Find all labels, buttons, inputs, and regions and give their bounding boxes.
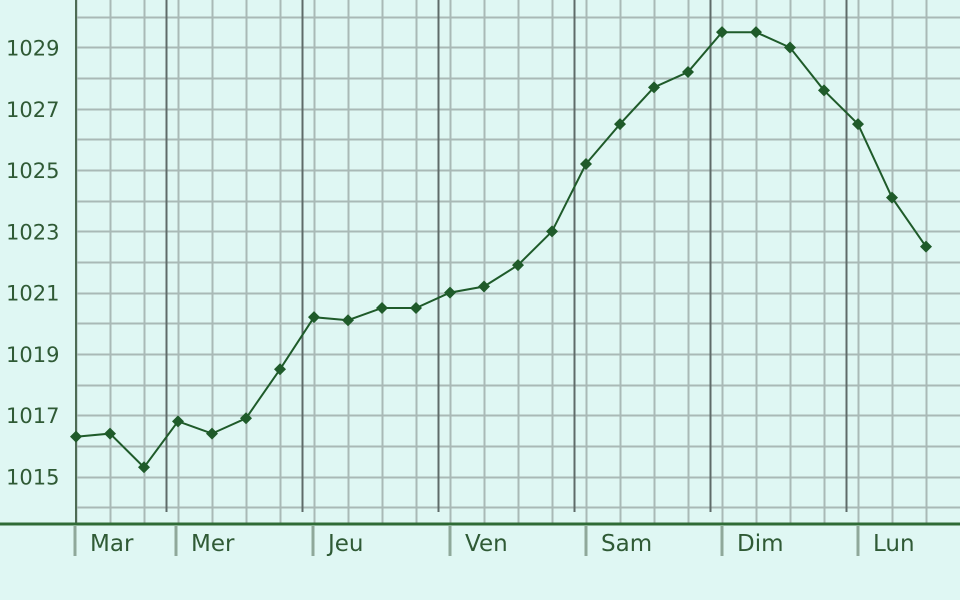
series-line [75,31,927,469]
data-point-marker [818,84,830,97]
data-point-marker [716,26,728,39]
y-tick-label: 1017 [6,404,59,428]
y-tick-label: 1021 [6,282,59,306]
data-point-marker [104,427,116,440]
data-point-marker [546,225,558,238]
y-tick-label: 1025 [6,159,59,183]
pressure-series [70,26,932,474]
data-point-marker [682,66,694,79]
y-tick-label: 1029 [6,36,59,60]
data-point-marker [750,26,762,39]
y-tick-label: 1023 [6,220,59,244]
x-tick-label: Lun [873,531,915,557]
data-point-marker [376,301,388,314]
data-point-marker [206,427,218,440]
data-point-marker [784,41,796,54]
y-tick-label: 1027 [6,98,59,122]
y-tick-labels: 1015 1017 1019 1021 1023 1025 1027 1029 [6,36,59,489]
x-tick-label: Dim [737,531,784,557]
data-point-marker [478,280,490,293]
data-point-marker [852,118,864,131]
x-tick-label: Ven [465,531,508,557]
day-separator-gridlines [165,0,848,512]
data-point-marker [920,240,932,253]
x-tick-labels: Mar Mer Jeu Ven Sam Dim Lun [73,526,915,557]
x-tick-label: Mer [191,531,235,557]
data-point-marker [648,81,660,94]
data-point-marker [274,363,286,376]
y-tick-label: 1015 [6,466,59,490]
series-markers [70,26,932,474]
x-tick-label: Sam [601,531,652,557]
data-point-marker [342,314,354,327]
data-point-marker [512,259,524,272]
data-point-marker [308,311,320,324]
data-point-marker [138,461,150,474]
data-point-marker [444,286,456,299]
y-tick-label: 1019 [6,343,59,367]
data-point-marker [580,157,592,170]
x-tick-label: Jeu [326,531,364,557]
minor-gridlines [75,0,960,524]
data-point-marker [172,415,184,428]
x-tick-label: Mar [90,531,134,557]
data-point-marker [70,430,82,443]
data-point-marker [614,118,626,131]
data-point-marker [410,301,422,314]
data-point-marker [886,191,898,204]
data-point-marker [240,412,252,425]
